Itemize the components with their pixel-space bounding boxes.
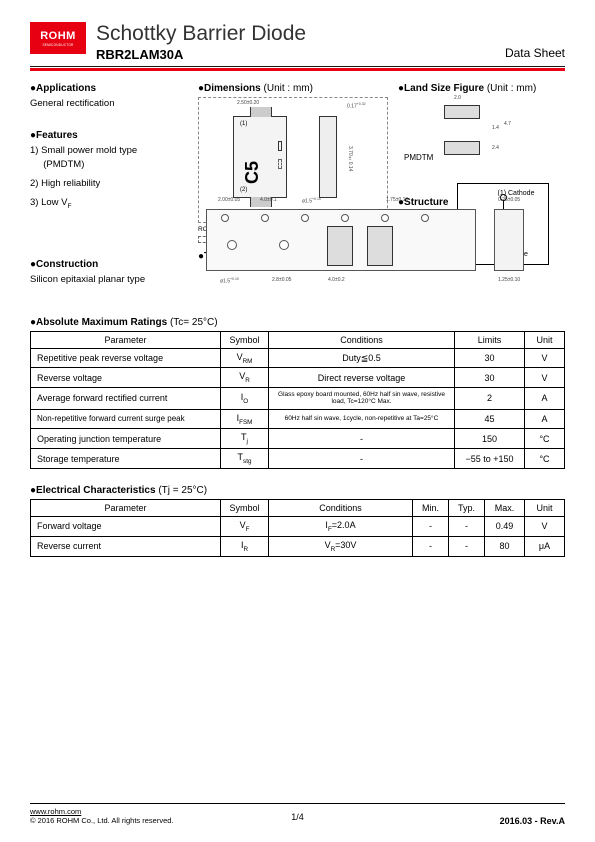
col-unit: Unit bbox=[525, 331, 565, 348]
ecol-symbol: Symbol bbox=[221, 499, 269, 516]
ecol-param: Parameter bbox=[31, 499, 221, 516]
land-w: 2.0 bbox=[454, 95, 461, 101]
table-row: Reverse voltageVRDirect reverse voltage3… bbox=[31, 368, 565, 388]
land-heading: ●Land Size Figure (Unit : mm) bbox=[398, 83, 565, 94]
page-title: Schottky Barrier Diode bbox=[96, 22, 495, 46]
construction-heading: ●Construction bbox=[30, 259, 188, 270]
dim-unit: (Unit : mm) bbox=[261, 83, 313, 94]
taping-wrap: 2.00±0.05 4.0±0.1 ø1.5+0.10 1.75±0.10 ø1… bbox=[198, 183, 565, 303]
tape-component bbox=[367, 226, 393, 266]
dimensions-heading: ●Dimensions (Unit : mm) bbox=[198, 83, 388, 94]
tp-wbody: 2.8±0.05 bbox=[272, 277, 291, 283]
applications-heading: ●Applications bbox=[30, 83, 188, 94]
rohm-logo: ROHM SEMICONDUCTOR bbox=[30, 22, 86, 54]
table-row: Average forward rectified currentIOGlass… bbox=[31, 388, 565, 409]
pin1-label: (1) bbox=[240, 121, 247, 127]
features-heading: ●Features bbox=[30, 130, 188, 141]
package-marking: C5 bbox=[242, 161, 263, 184]
land-gap: 1.4 bbox=[492, 125, 499, 131]
elec-head-text: ●Electrical Characteristics bbox=[30, 485, 156, 496]
land-unit: (Unit : mm) bbox=[484, 83, 536, 94]
table-row: Operating junction temperatureTj-150°C bbox=[31, 429, 565, 449]
dim-thick: 3.70±0.14 bbox=[347, 146, 353, 171]
tape-hole bbox=[421, 214, 429, 222]
title-block: Schottky Barrier Diode RBR2LAM30A bbox=[96, 22, 495, 62]
tape-component bbox=[327, 226, 353, 266]
maxratings-table: Parameter Symbol Conditions Limits Unit … bbox=[30, 331, 565, 469]
ecol-typ: Typ. bbox=[449, 499, 485, 516]
left-column: ●Applications General rectification ●Fea… bbox=[30, 83, 188, 287]
doc-type-label: Data Sheet bbox=[505, 46, 565, 60]
ecol-min: Min. bbox=[413, 499, 449, 516]
table-row: Forward voltageVFIF=2.0A--0.49V bbox=[31, 516, 565, 536]
tp-sideh: 1.25±0.10 bbox=[498, 277, 520, 283]
accent-bar bbox=[30, 68, 565, 71]
logo-text: ROHM bbox=[40, 30, 76, 42]
construction-text: Silicon epitaxial planar type bbox=[30, 273, 188, 286]
footer: www.rohm.com © 2016 ROHM Co., Ltd. All r… bbox=[30, 803, 565, 827]
tp-dia: ø1.5+0.10 bbox=[302, 197, 321, 205]
land-pad-top bbox=[444, 105, 480, 119]
header: ROHM SEMICONDUCTOR Schottky Barrier Diod… bbox=[30, 22, 565, 67]
tp-dia2: ø1.5+0.10 bbox=[220, 277, 239, 285]
feature-3-text: 3) Low V bbox=[30, 197, 68, 208]
taping-diagram: 2.00±0.05 4.0±0.1 ø1.5+0.10 1.75±0.10 ø1… bbox=[198, 183, 553, 303]
dim-head-text: ●Dimensions bbox=[198, 83, 261, 94]
land-h: 4.7 bbox=[504, 121, 511, 127]
feature-2: 2) High reliability bbox=[30, 177, 188, 190]
ecol-max: Max. bbox=[485, 499, 525, 516]
feature-3-sub: F bbox=[68, 203, 72, 210]
maxrat-head-text: ●Absolute Maximum Ratings bbox=[30, 317, 167, 328]
land-pkg-label: PMDTM bbox=[404, 153, 433, 162]
tp-hbody: 4.0±0.2 bbox=[328, 277, 345, 283]
tape-side-view bbox=[494, 209, 524, 271]
table-row: Reverse currentIRVR=30V--80μA bbox=[31, 536, 565, 556]
table-row: Non-repetitive forward current surge pea… bbox=[31, 409, 565, 429]
page-number: 1/4 bbox=[30, 812, 565, 822]
dim-width: 2.50±0.20 bbox=[237, 100, 259, 106]
tp-pitch1: 2.00±0.05 bbox=[218, 197, 240, 203]
tp-pitch2: 4.0±0.1 bbox=[260, 197, 277, 203]
elec-table: Parameter Symbol Conditions Min. Typ. Ma… bbox=[30, 499, 565, 557]
land-pad: 2.4 bbox=[492, 145, 499, 151]
land-head-text: ●Land Size Figure bbox=[398, 83, 484, 94]
tape-hole bbox=[341, 214, 349, 222]
col-cond: Conditions bbox=[269, 331, 455, 348]
land-figure: 2.0 1.4 4.7 2.4 PMDTM bbox=[398, 97, 565, 177]
col-param: Parameter bbox=[31, 331, 221, 348]
tp-sidet: 0.25±0.05 bbox=[498, 197, 520, 203]
col-limits: Limits bbox=[455, 331, 525, 348]
maxrat-cond: (Tc= 25°C) bbox=[167, 317, 217, 328]
table-header-row: Parameter Symbol Conditions Min. Typ. Ma… bbox=[31, 499, 565, 516]
dim-sidew: 0.17+0.32 bbox=[347, 102, 366, 110]
applications-text: General rectification bbox=[30, 97, 188, 110]
land-pad-bot bbox=[444, 141, 480, 155]
tape-hole bbox=[381, 214, 389, 222]
table-row: Storage temperatureTstg-−55 to +150°C bbox=[31, 449, 565, 469]
elec-cond: (Tj = 25°C) bbox=[156, 485, 208, 496]
tape-hole bbox=[221, 214, 229, 222]
tape-hole bbox=[261, 214, 269, 222]
ecol-cond: Conditions bbox=[269, 499, 413, 516]
feature-1b: (PMDTM) bbox=[30, 158, 188, 171]
feature-3: 3) Low VF bbox=[30, 196, 188, 211]
tp-gap: 1.75±0.10 bbox=[386, 197, 408, 203]
col-symbol: Symbol bbox=[221, 331, 269, 348]
tape-center-hole bbox=[227, 240, 237, 250]
part-number: RBR2LAM30A bbox=[96, 47, 495, 62]
table-row: Repetitive peak reverse voltageVRMDuty≦0… bbox=[31, 348, 565, 368]
table-header-row: Parameter Symbol Conditions Limits Unit bbox=[31, 331, 565, 348]
tape-strip bbox=[206, 209, 476, 271]
tape-hole bbox=[301, 214, 309, 222]
elec-heading: ●Electrical Characteristics (Tj = 25°C) bbox=[30, 485, 565, 496]
feature-1a: 1) Small power mold type bbox=[30, 144, 188, 157]
maxratings-heading: ●Absolute Maximum Ratings (Tc= 25°C) bbox=[30, 317, 565, 328]
logo-subtext: SEMICONDUCTOR bbox=[42, 43, 73, 47]
tape-center-hole bbox=[279, 240, 289, 250]
ecol-unit: Unit bbox=[525, 499, 565, 516]
